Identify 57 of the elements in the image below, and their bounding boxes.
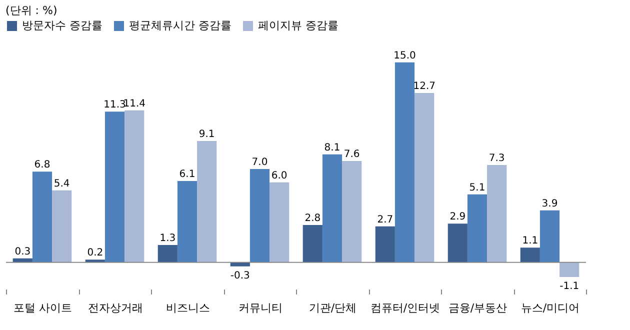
data-label: 6.8 — [34, 160, 50, 171]
bar — [52, 190, 72, 262]
x-tick-label: 포털 사이트 — [14, 302, 72, 314]
bar — [540, 210, 560, 262]
data-label: 11.3 — [104, 100, 126, 111]
bar — [414, 93, 434, 262]
legend-label: 평균체류시간 증감률 — [129, 19, 232, 32]
data-label: 6.1 — [179, 169, 196, 180]
data-label: 3.9 — [542, 198, 558, 210]
data-label: 7.3 — [488, 153, 505, 164]
bar — [322, 154, 342, 262]
bar — [85, 260, 105, 262]
bar — [520, 248, 540, 262]
x-tick-label: 금융/부동산 — [448, 302, 508, 314]
x-tick-label: 커뮤니티 — [238, 302, 282, 314]
x-tick-label: 기관/단체 — [308, 302, 357, 314]
data-label: 15.0 — [394, 50, 416, 62]
bar — [560, 262, 580, 277]
data-label: 5.1 — [469, 182, 486, 194]
bar — [394, 62, 415, 262]
data-label: -1.1 — [560, 281, 580, 292]
bar — [104, 112, 125, 262]
bar — [342, 161, 362, 262]
bar — [270, 182, 290, 262]
data-label: 1.1 — [522, 236, 538, 247]
data-label: 6.0 — [271, 170, 288, 182]
legend-label: 방문자수 증감률 — [22, 19, 102, 32]
x-tick-label: 컴퓨터/인터넷 — [370, 302, 440, 314]
bar — [375, 226, 395, 262]
text: (단위 : %) — [6, 4, 58, 17]
bar — [487, 165, 507, 262]
bar — [177, 181, 198, 262]
data-label: 7.6 — [344, 149, 360, 160]
data-label: 1.3 — [160, 233, 176, 244]
data-label: 0.3 — [14, 246, 31, 258]
data-label: 11.4 — [123, 98, 146, 110]
bar — [302, 225, 322, 262]
bar — [32, 172, 52, 262]
data-label: -0.3 — [230, 270, 250, 282]
x-tick-label: 뉴스/미디어 — [520, 302, 580, 314]
x-tick-label: 비즈니스 — [166, 302, 210, 314]
data-label: 8.1 — [324, 142, 340, 154]
bar — [467, 194, 488, 262]
bar — [250, 169, 270, 262]
data-label: 2.8 — [304, 213, 321, 224]
bar — [197, 141, 217, 262]
bar — [158, 245, 178, 262]
data-label: 7.0 — [252, 157, 268, 168]
data-label: 2.7 — [377, 214, 394, 226]
bar — [448, 224, 468, 262]
data-label: 5.4 — [54, 178, 70, 190]
data-label: 9.1 — [198, 129, 215, 140]
legend-label: 페이지뷰 증감률 — [258, 19, 338, 32]
data-label: 2.9 — [450, 212, 466, 223]
x-tick-label: 전자상거래 — [88, 302, 143, 314]
bar — [124, 110, 144, 262]
data-label: 0.2 — [87, 248, 104, 259]
